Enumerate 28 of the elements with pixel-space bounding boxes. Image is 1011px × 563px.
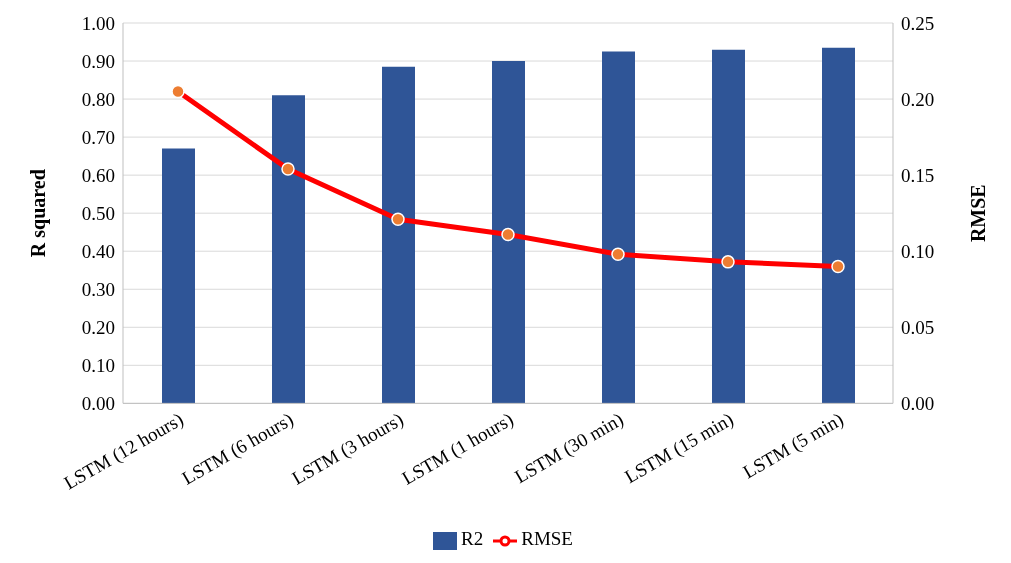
bar bbox=[492, 61, 525, 404]
y-tick-label: 0.20 bbox=[81, 317, 115, 339]
y-tick-label: 0.00 bbox=[81, 393, 115, 415]
y2-tick-label: 0.05 bbox=[901, 317, 935, 339]
bar bbox=[822, 47, 855, 404]
y2-axis-title: RMSE bbox=[967, 184, 990, 243]
y2-tick-label: 0.20 bbox=[901, 88, 935, 110]
y-tick-label: 0.40 bbox=[81, 240, 115, 262]
bar bbox=[712, 49, 745, 404]
y-axis-title: R squared bbox=[27, 169, 51, 258]
legend-label: RMSE bbox=[521, 528, 573, 550]
bar bbox=[272, 95, 305, 404]
bar bbox=[162, 148, 195, 404]
y-tick-label: 0.70 bbox=[81, 126, 115, 148]
y2-tick-label: 0.00 bbox=[901, 393, 935, 415]
y2-tick-label: 0.15 bbox=[901, 164, 935, 186]
bar bbox=[382, 66, 415, 404]
y-tick-label: 0.50 bbox=[81, 202, 115, 224]
y-tick-label: 0.30 bbox=[81, 279, 115, 300]
y-tick-label: 0.10 bbox=[81, 355, 115, 377]
legend-label: R2 bbox=[461, 528, 484, 550]
bar bbox=[602, 51, 635, 404]
y-tick-label: 0.60 bbox=[81, 164, 115, 186]
y2-tick-label: 0.10 bbox=[901, 240, 935, 262]
y-tick-label: 0.80 bbox=[81, 88, 115, 110]
y-tick-label: 1.00 bbox=[81, 12, 115, 34]
y-tick-label: 0.90 bbox=[81, 50, 115, 72]
y2-tick-label: 0.25 bbox=[901, 12, 935, 34]
